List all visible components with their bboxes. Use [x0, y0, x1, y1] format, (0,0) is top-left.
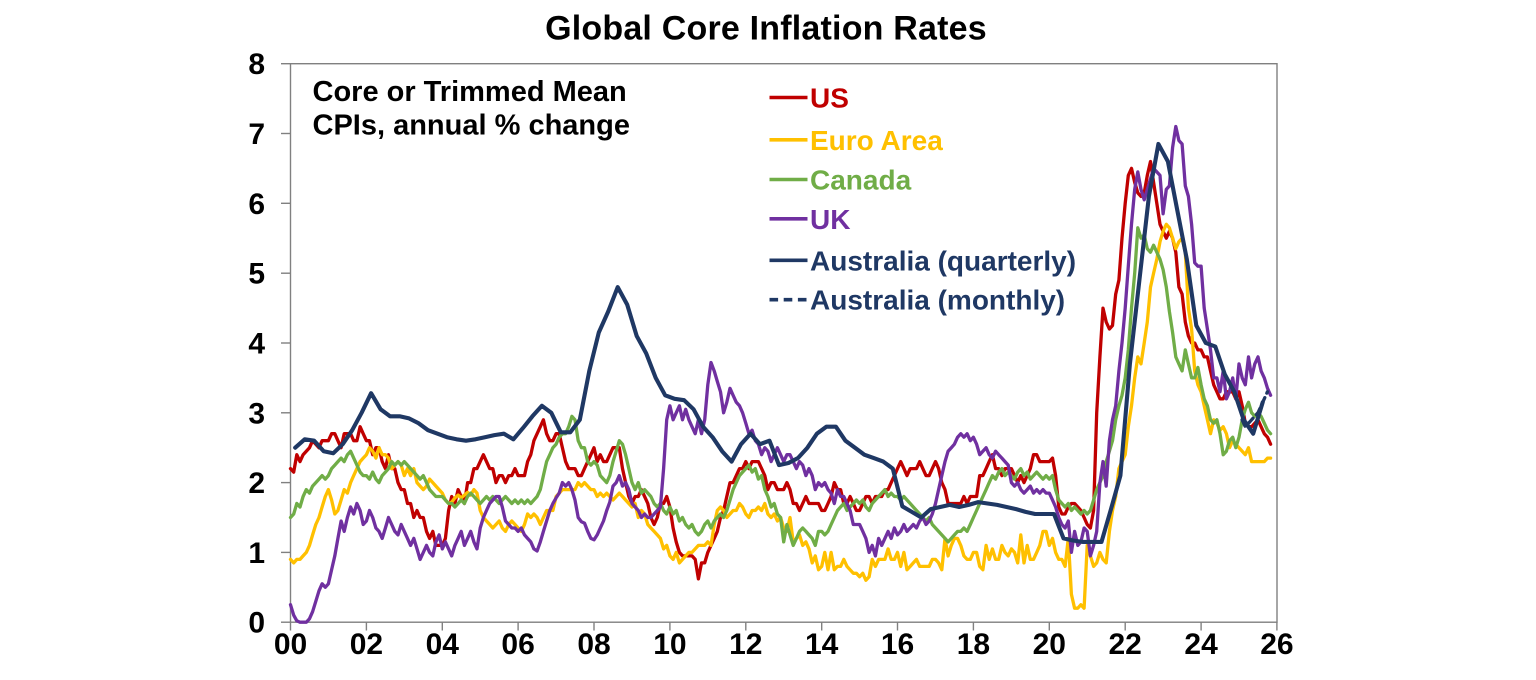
svg-text:8: 8 — [248, 48, 265, 81]
svg-text:12: 12 — [729, 628, 762, 661]
svg-text:Global Core Inflation Rates: Global Core Inflation Rates — [545, 9, 987, 47]
svg-text:Australia (quarterly): Australia (quarterly) — [810, 245, 1076, 276]
svg-text:08: 08 — [577, 628, 610, 661]
svg-text:24: 24 — [1184, 628, 1218, 661]
svg-text:4: 4 — [248, 328, 265, 361]
svg-text:US: US — [810, 83, 849, 114]
svg-text:3: 3 — [248, 397, 265, 430]
svg-text:Core or Trimmed Mean: Core or Trimmed Mean — [313, 76, 627, 108]
svg-text:0: 0 — [248, 607, 265, 640]
svg-text:16: 16 — [881, 628, 914, 661]
svg-text:Canada: Canada — [810, 165, 912, 196]
svg-text:Australia (monthly): Australia (monthly) — [810, 285, 1065, 316]
svg-text:1: 1 — [248, 537, 265, 570]
svg-text:02: 02 — [350, 628, 383, 661]
svg-text:CPIs, annual % change: CPIs, annual % change — [313, 110, 630, 142]
svg-text:Euro Area: Euro Area — [810, 125, 943, 156]
svg-text:22: 22 — [1109, 628, 1142, 661]
svg-text:14: 14 — [805, 628, 839, 661]
svg-text:18: 18 — [957, 628, 990, 661]
svg-text:UK: UK — [810, 204, 850, 235]
svg-text:04: 04 — [426, 628, 460, 661]
svg-text:2: 2 — [248, 467, 265, 500]
svg-text:5: 5 — [248, 258, 265, 291]
svg-text:6: 6 — [248, 188, 265, 221]
svg-text:20: 20 — [1033, 628, 1066, 661]
svg-text:00: 00 — [274, 628, 307, 661]
svg-text:7: 7 — [248, 118, 265, 151]
svg-text:06: 06 — [501, 628, 534, 661]
svg-text:26: 26 — [1260, 628, 1293, 661]
svg-text:10: 10 — [653, 628, 686, 661]
